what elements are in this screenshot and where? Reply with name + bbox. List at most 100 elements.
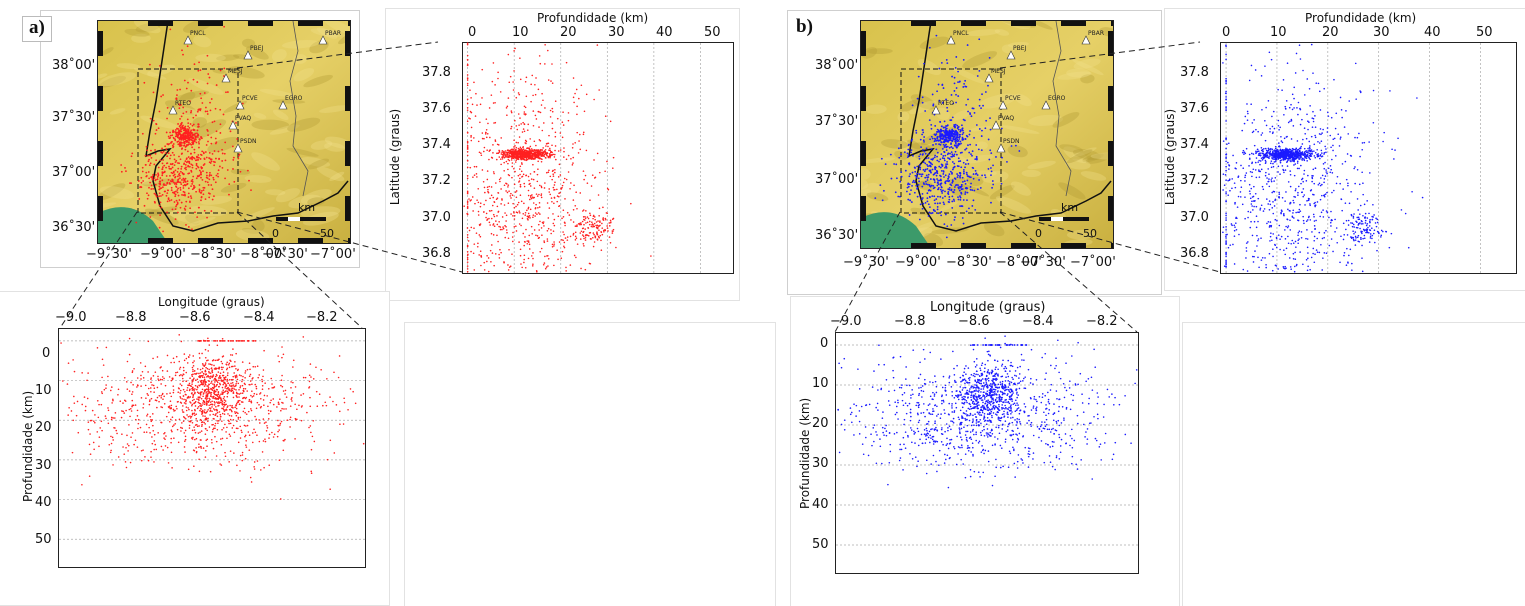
event-point (180, 123, 183, 126)
data-point (161, 392, 164, 395)
data-point (519, 194, 522, 197)
data-point (510, 159, 513, 161)
data-point (306, 411, 308, 414)
event-point (172, 143, 175, 145)
data-point (469, 89, 471, 91)
event-point (949, 170, 952, 173)
data-point (225, 409, 228, 411)
data-point (609, 219, 612, 222)
event-point (169, 157, 171, 160)
event-point (248, 179, 250, 182)
data-point (191, 392, 193, 394)
event-point (175, 190, 177, 193)
event-point (963, 82, 966, 85)
event-point (150, 149, 152, 152)
data-point (156, 386, 159, 389)
data-point (583, 223, 585, 226)
event-point (947, 192, 949, 195)
station-icon (991, 120, 1001, 130)
event-point (925, 183, 928, 185)
event-point (125, 170, 127, 173)
data-point (286, 419, 289, 421)
data-point (234, 411, 236, 413)
event-point (179, 88, 181, 91)
data-point (194, 384, 197, 387)
data-point (278, 459, 281, 461)
event-point (209, 158, 212, 161)
event-point (238, 153, 241, 156)
event-point (203, 186, 206, 189)
event-point (951, 161, 954, 163)
event-point (173, 154, 176, 156)
data-point (150, 419, 152, 421)
event-point (955, 56, 958, 58)
data-point (243, 340, 246, 342)
data-point (488, 107, 491, 109)
data-point (529, 145, 532, 148)
data-point (508, 266, 511, 268)
event-point (168, 165, 170, 168)
data-point (329, 396, 331, 398)
event-point (183, 144, 186, 147)
event-point (950, 146, 953, 148)
data-point (164, 445, 167, 447)
data-point (224, 385, 227, 388)
data-point (208, 340, 210, 342)
data-point (153, 440, 156, 442)
event-point (201, 150, 204, 153)
data-point (264, 438, 266, 440)
data-point (277, 419, 279, 422)
data-point (606, 227, 609, 229)
data-point (217, 398, 219, 401)
data-point (517, 201, 520, 204)
data-point (477, 201, 480, 204)
data-point (564, 222, 566, 224)
data-point (526, 215, 529, 218)
event-point (149, 216, 152, 218)
data-point (498, 149, 500, 152)
event-point (138, 198, 141, 200)
event-point (920, 175, 923, 178)
data-point (466, 256, 469, 259)
event-point (946, 131, 949, 134)
data-point (506, 105, 509, 108)
data-point (510, 213, 512, 215)
data-point (583, 178, 585, 181)
data-point (101, 392, 104, 395)
event-point (936, 155, 938, 158)
data-point (192, 396, 194, 399)
terrain-relief (1064, 158, 1091, 170)
data-point (507, 173, 510, 176)
data-point (480, 154, 483, 157)
event-point (976, 188, 979, 191)
event-point (971, 154, 973, 157)
data-point (232, 387, 234, 390)
data-point (574, 235, 577, 238)
data-point (487, 270, 490, 273)
terrain-relief (133, 68, 167, 80)
data-point (544, 182, 546, 184)
data-point (497, 211, 500, 213)
data-point (497, 152, 500, 154)
data-point (222, 340, 225, 342)
event-point (187, 196, 190, 198)
station-icon (278, 100, 288, 110)
event-point (921, 207, 924, 210)
event-point (170, 167, 173, 170)
data-point (177, 441, 180, 444)
event-point (937, 135, 939, 138)
data-point (524, 80, 527, 83)
terrain-relief (881, 139, 909, 149)
data-point (572, 199, 575, 201)
panel-a-ld-ytick: 0 (42, 346, 51, 361)
data-point (201, 423, 203, 426)
data-point (524, 113, 527, 115)
data-point (282, 449, 285, 452)
data-point (565, 61, 568, 64)
data-point (567, 112, 570, 114)
event-point (191, 131, 193, 134)
event-point (213, 150, 216, 152)
data-point (156, 356, 159, 358)
data-point (466, 159, 469, 162)
data-point (174, 409, 176, 412)
